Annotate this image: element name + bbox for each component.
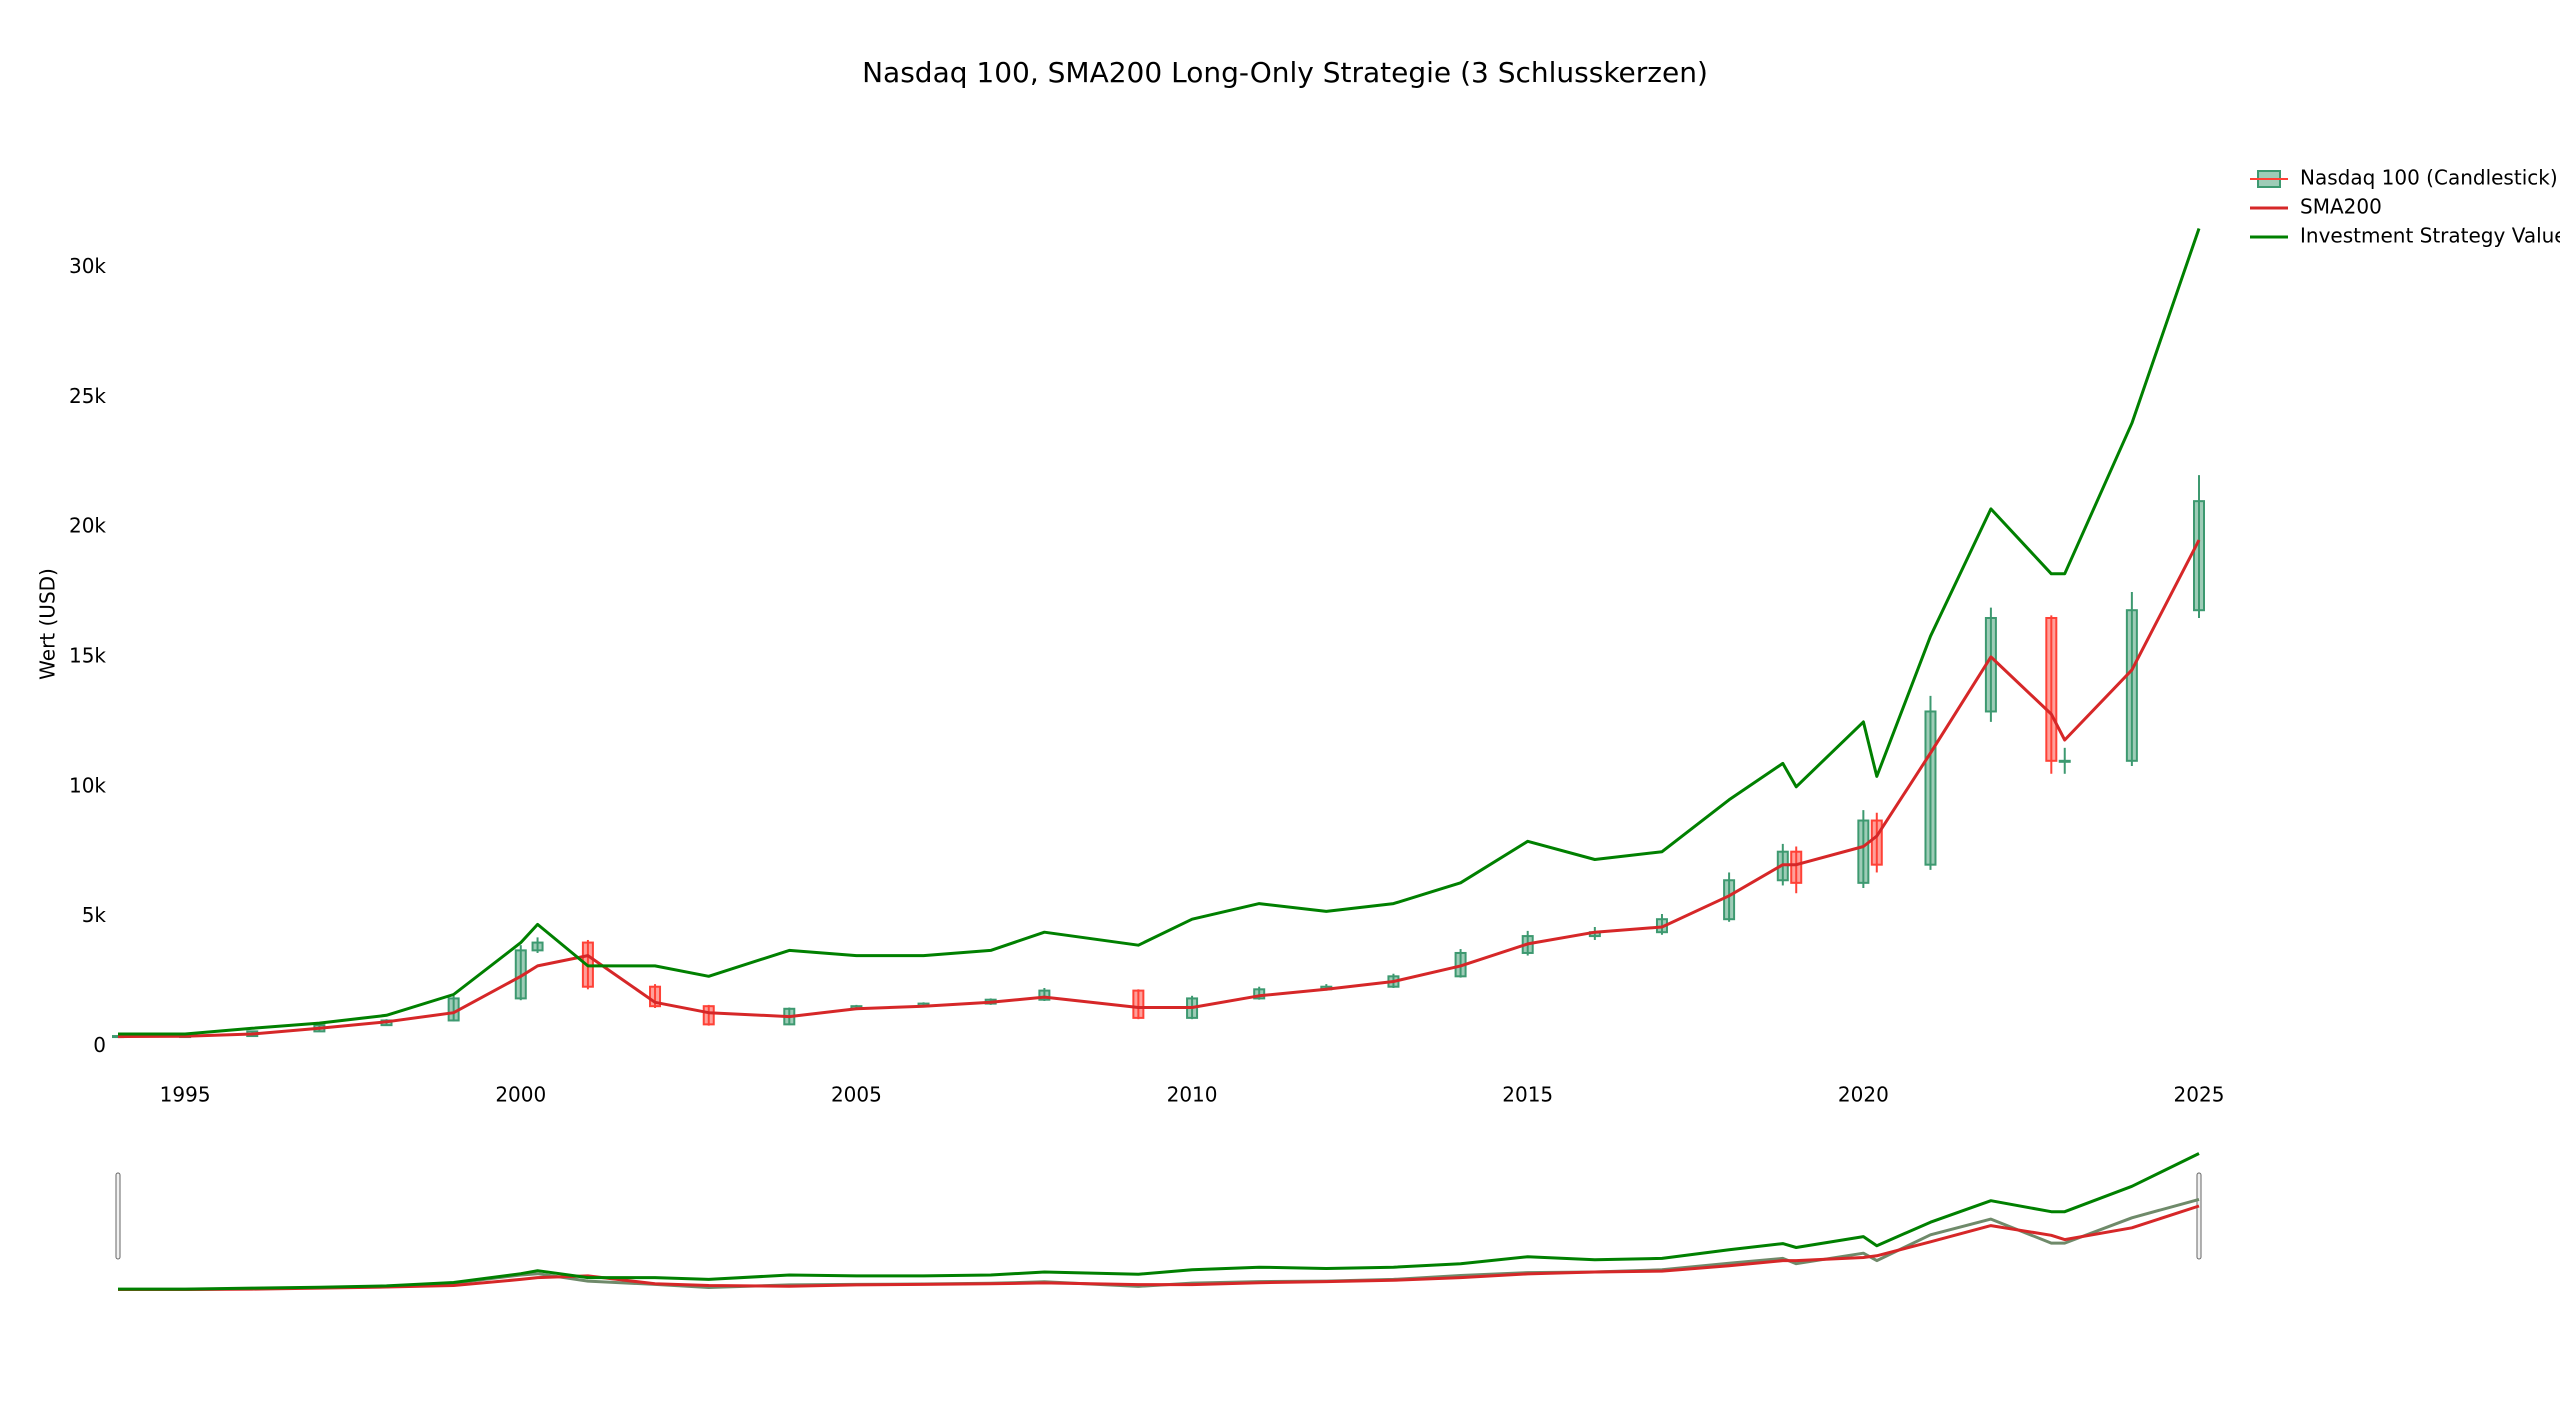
legend-label: Investment Strategy Value — [2300, 224, 2560, 248]
y-tick-label: 25k — [69, 384, 106, 408]
slider-line — [118, 1204, 2200, 1291]
candle-body — [531, 941, 544, 952]
candle-body — [702, 1005, 715, 1026]
y-axis-title: Wert (USD) — [36, 568, 60, 680]
chart-title: Nasdaq 100, SMA200 Long-Only Strategie (… — [862, 56, 1708, 89]
legend: Nasdaq 100 (Candlestick) SMA200 Investment… — [2250, 166, 2560, 248]
slider-line — [118, 1152, 2200, 1291]
y-tick-label: 15k — [69, 643, 106, 667]
range-handle-left[interactable] — [115, 1172, 121, 1260]
candle-body — [2193, 500, 2205, 612]
candle-body — [1038, 989, 1051, 1001]
candle-body — [1870, 819, 1883, 866]
slider-candle-line — [118, 1197, 2200, 1291]
candle-body — [1857, 819, 1870, 884]
legend-label: SMA200 — [2300, 195, 2382, 219]
y-tick-label: 20k — [69, 514, 106, 538]
y-tick-label: 0 — [93, 1033, 106, 1057]
x-tick-label: 2000 — [495, 1083, 546, 1107]
line — [117, 539, 2201, 1039]
range-handle-right[interactable] — [2196, 1172, 2202, 1260]
candle-body — [1790, 850, 1803, 884]
x-tick-label: 2010 — [1167, 1083, 1218, 1107]
x-tick-label: 2005 — [831, 1083, 882, 1107]
candle-body — [1924, 710, 1937, 866]
y-tick-label: 5k — [82, 903, 107, 927]
x-tick-label: 2025 — [2174, 1083, 2225, 1107]
legend-label: Nasdaq 100 (Candlestick) — [2300, 166, 2558, 190]
candle-body — [2058, 759, 2071, 763]
y-tick-label: 30k — [69, 254, 106, 278]
candle-body — [1132, 989, 1145, 1019]
candle-body — [2125, 609, 2138, 762]
line — [118, 228, 2201, 1036]
x-tick-label: 2015 — [1502, 1083, 1553, 1107]
x-tick-label: 1995 — [160, 1083, 211, 1107]
candle-body — [649, 985, 662, 1008]
y-tick-label: 10k — [69, 773, 106, 797]
candle-body — [2045, 616, 2058, 762]
candle-body — [1723, 879, 1736, 921]
x-tick-label: 2020 — [1838, 1083, 1889, 1107]
